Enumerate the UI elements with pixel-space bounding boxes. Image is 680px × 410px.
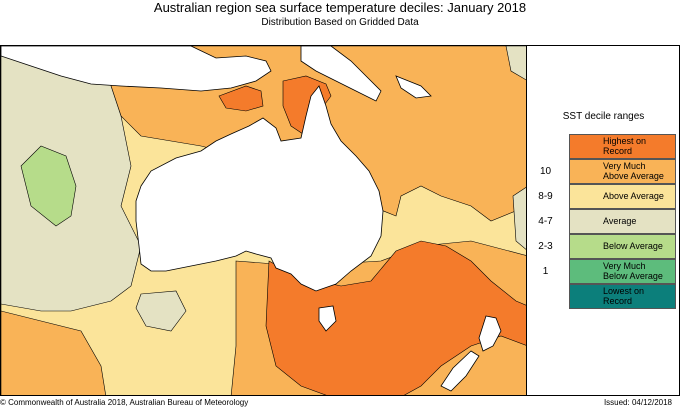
zone-very-much-above-southwest: [1, 310, 106, 395]
legend-swatch: [569, 259, 676, 284]
landmass-indonesia: [1, 46, 272, 92]
issued-date: Issued: 04/12/2018: [603, 398, 672, 407]
legend-label: Very Much Above Average: [603, 161, 664, 181]
legend-label: Very Much Below Average: [603, 261, 663, 281]
legend-swatch: [569, 159, 676, 184]
legend-label: Lowest on Record: [603, 286, 645, 306]
legend-item-highest-on-record: Highest on Record: [527, 134, 680, 159]
zone-average-northeast: [505, 46, 526, 81]
map-canvas: [1, 46, 526, 395]
landmass-new-zealand-south: [440, 350, 480, 392]
legend-item-average: 4-7 Average: [527, 209, 680, 234]
legend-range: 4-7: [538, 216, 553, 227]
legend-title: SST decile ranges: [562, 111, 645, 122]
landmass-new-zealand-north: [478, 315, 502, 352]
legend-swatch: [569, 134, 676, 159]
legend-item-above-average: 8-9 Above Average: [527, 184, 680, 209]
legend-item-below-average: 2-3 Below Average: [527, 234, 680, 259]
landmass-tasmania: [318, 305, 337, 332]
chart-subtitle: Distribution Based on Gridded Data: [261, 17, 419, 28]
legend-range: 2-3: [538, 241, 553, 252]
legend-item-very-much-below-average: 1 Very Much Below Average: [527, 259, 680, 284]
landmass-australia: [135, 85, 384, 292]
legend-swatch: [569, 234, 676, 259]
legend-label: Above Average: [603, 191, 664, 201]
chart-title: Australian region sea surface temperatur…: [153, 0, 527, 15]
legend-range: 10: [539, 166, 552, 177]
legend-range: 1: [542, 266, 549, 277]
zone-highest-south: [265, 240, 526, 395]
legend-item-lowest-on-record: Lowest on Record: [527, 284, 680, 309]
copyright-text: © Commonwealth of Australia 2018, Austra…: [0, 398, 249, 407]
legend-label: Below Average: [603, 241, 663, 251]
legend-swatch: [569, 184, 676, 209]
landmass-solomon-islands: [395, 75, 432, 99]
legend-range: 8-9: [538, 191, 553, 202]
sst-decile-map: [0, 45, 527, 396]
zone-average-southwest-patch: [135, 290, 187, 332]
landmass-new-guinea: [300, 46, 382, 102]
legend-item-very-much-above-average: 10 Very Much Above Average: [527, 159, 680, 184]
legend-label: Highest on Record: [603, 136, 647, 156]
zone-highest-timor: [218, 85, 264, 112]
zone-average-east: [512, 186, 526, 250]
legend-swatch: [569, 284, 676, 309]
zone-below-average: [20, 145, 77, 227]
legend-panel: SST decile ranges Highest on Record 10 Ve…: [527, 45, 680, 396]
legend-swatch: [569, 209, 676, 234]
legend-label: Average: [603, 216, 637, 226]
